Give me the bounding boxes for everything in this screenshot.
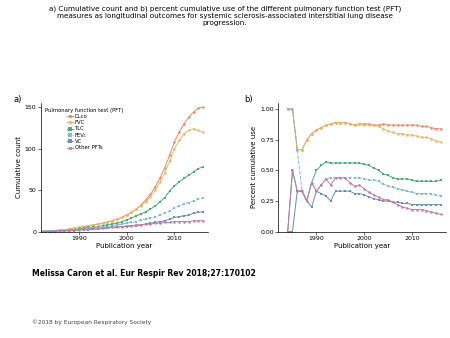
Y-axis label: Percent cumulative use: Percent cumulative use — [252, 126, 257, 208]
X-axis label: Publication year: Publication year — [334, 243, 390, 249]
Text: Melissa Caron et al. Eur Respir Rev 2018;27:170102: Melissa Caron et al. Eur Respir Rev 2018… — [32, 269, 255, 278]
X-axis label: Publication year: Publication year — [96, 243, 152, 249]
Text: b): b) — [245, 95, 253, 104]
Text: ©2018 by European Respiratory Society: ©2018 by European Respiratory Society — [32, 319, 151, 325]
Text: a) Cumulative count and b) percent cumulative use of the different pulmonary fun: a) Cumulative count and b) percent cumul… — [49, 5, 401, 26]
Y-axis label: Cumulative count: Cumulative count — [16, 136, 22, 198]
Legend: Dʟᴄo, FVC, TLC, FEV₁, VC, Other PFTs: Dʟᴄo, FVC, TLC, FEV₁, VC, Other PFTs — [45, 107, 124, 151]
Text: a): a) — [14, 95, 22, 104]
